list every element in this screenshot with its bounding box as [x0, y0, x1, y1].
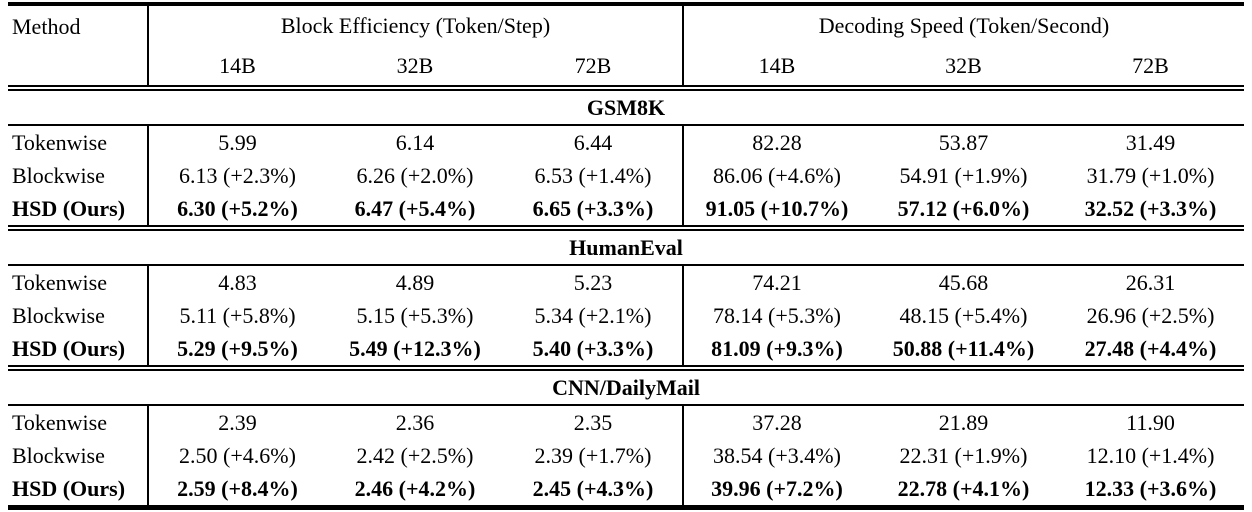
value-cell: 37.28	[682, 405, 870, 439]
value-cell: 6.14	[395, 129, 435, 155]
method-cell: Tokenwise	[12, 409, 107, 435]
value-cell: 2.36	[395, 409, 435, 435]
method-cell: HSD (Ours)	[12, 475, 126, 501]
value-cell: 38.54 (+3.4%)	[682, 439, 870, 472]
value-cell: 26.31	[1125, 269, 1176, 295]
value-cell: 78.14 (+5.3%)	[682, 299, 870, 332]
table-row: Tokenwise 2.39 2.36 2.35 37.28 21.89 11.…	[8, 405, 1244, 439]
section-title-row-gsm8k: GSM8K	[8, 85, 1245, 126]
value-cell: 6.30 (+5.2%)	[147, 192, 326, 228]
table-row: Blockwise 6.13 (+2.3%) 6.26 (+2.0%) 6.53…	[8, 159, 1244, 192]
value-cell: 57.12 (+6.0%)	[897, 195, 1030, 221]
method-cell: Blockwise	[12, 162, 105, 188]
value-cell: 6.65 (+3.3%)	[532, 195, 654, 221]
header-subcol-ds-72b: 72B	[1132, 52, 1169, 78]
value-cell: 86.06 (+4.6%)	[682, 159, 870, 192]
header-subcol-be-14b: 14B	[147, 46, 326, 88]
value-cell: 5.34 (+2.1%)	[534, 302, 652, 328]
header-row-model-sizes: 14B 32B 72B 14B 32B 72B	[8, 46, 1244, 88]
section-title: CNN/DailyMail	[8, 365, 1245, 406]
header-subcol-ds-14b: 14B	[682, 46, 870, 88]
value-cell: 27.48 (+4.4%)	[1084, 335, 1217, 361]
value-cell: 6.47 (+5.4%)	[354, 195, 476, 221]
table-row: Blockwise 2.50 (+4.6%) 2.42 (+2.5%) 2.39…	[8, 439, 1244, 472]
value-cell: 32.52 (+3.3%)	[1084, 195, 1217, 221]
value-cell: 2.39	[147, 405, 326, 439]
value-cell: 91.05 (+10.7%)	[682, 192, 870, 228]
value-cell: 2.39 (+1.7%)	[534, 442, 652, 468]
value-cell: 5.49 (+12.3%)	[349, 335, 481, 361]
value-cell: 2.46 (+4.2%)	[354, 475, 476, 501]
value-cell: 5.23	[573, 269, 613, 295]
value-cell: 6.53 (+1.4%)	[534, 162, 652, 188]
method-cell: HSD (Ours)	[12, 195, 126, 221]
value-cell: 2.59 (+8.4%)	[147, 472, 326, 508]
value-cell: 2.50 (+4.6%)	[147, 439, 326, 472]
value-cell: 45.68	[938, 269, 989, 295]
value-cell: 74.21	[682, 265, 870, 299]
value-cell: 48.15 (+5.4%)	[899, 302, 1028, 328]
value-cell: 4.89	[395, 269, 435, 295]
method-cell: Tokenwise	[12, 269, 107, 295]
table-row: Blockwise 5.11 (+5.8%) 5.15 (+5.3%) 5.34…	[8, 299, 1244, 332]
table-row: Tokenwise 4.83 4.89 5.23 74.21 45.68 26.…	[8, 265, 1244, 299]
value-cell: 6.44	[573, 129, 613, 155]
section-title-row-humaneval: HumanEval	[8, 225, 1245, 266]
value-cell: 2.35	[573, 409, 613, 435]
value-cell: 81.09 (+9.3%)	[682, 332, 870, 368]
value-cell: 5.40 (+3.3%)	[532, 335, 654, 361]
value-cell: 5.29 (+9.5%)	[147, 332, 326, 368]
value-cell: 22.31 (+1.9%)	[899, 442, 1028, 468]
value-cell: 5.11 (+5.8%)	[147, 299, 326, 332]
header-row-groups: Method Block Efficiency (Token/Step) Dec…	[8, 4, 1245, 46]
value-cell: 12.33 (+3.6%)	[1084, 475, 1217, 501]
value-cell: 53.87	[938, 129, 989, 155]
method-cell: Blockwise	[12, 442, 105, 468]
table-row-ours: HSD (Ours) 5.29 (+9.5%) 5.49 (+12.3%) 5.…	[8, 332, 1244, 368]
value-cell: 11.90	[1126, 409, 1175, 435]
value-cell: 2.45 (+4.3%)	[532, 475, 654, 501]
value-cell: 2.42 (+2.5%)	[356, 442, 474, 468]
table-row-ours: HSD (Ours) 2.59 (+8.4%) 2.46 (+4.2%) 2.4…	[8, 472, 1244, 508]
value-cell: 6.13 (+2.3%)	[147, 159, 326, 192]
header-subcol-be-72b: 72B	[574, 52, 612, 78]
value-cell: 31.79 (+1.0%)	[1086, 162, 1215, 188]
value-cell: 5.99	[147, 125, 326, 159]
table-row: Tokenwise 5.99 6.14 6.44 82.28 53.87 31.…	[8, 125, 1244, 159]
value-cell: 4.83	[147, 265, 326, 299]
value-cell: 22.78 (+4.1%)	[897, 475, 1030, 501]
results-table: Method Block Efficiency (Token/Step) Dec…	[8, 2, 1245, 510]
section-title: HumanEval	[8, 225, 1245, 266]
value-cell: 31.49	[1125, 129, 1176, 155]
header-group-block-efficiency: Block Efficiency (Token/Step)	[147, 4, 683, 46]
method-cell: Blockwise	[12, 302, 105, 328]
header-method: Method	[12, 14, 81, 39]
value-cell: 6.26 (+2.0%)	[356, 162, 474, 188]
value-cell: 39.96 (+7.2%)	[682, 472, 870, 508]
value-cell: 26.96 (+2.5%)	[1086, 302, 1215, 328]
section-title: GSM8K	[8, 85, 1245, 126]
header-subcol-be-32b: 32B	[396, 52, 434, 78]
value-cell: 50.88 (+11.4%)	[892, 335, 1035, 361]
header-subcol-ds-32b: 32B	[945, 52, 982, 78]
value-cell: 5.15 (+5.3%)	[356, 302, 474, 328]
section-title-row-cnn-dailymail: CNN/DailyMail	[8, 365, 1245, 406]
value-cell: 82.28	[682, 125, 870, 159]
value-cell: 12.10 (+1.4%)	[1086, 442, 1215, 468]
value-cell: 21.89	[938, 409, 989, 435]
method-cell: HSD (Ours)	[12, 335, 126, 361]
value-cell: 54.91 (+1.9%)	[899, 162, 1028, 188]
table-row-ours: HSD (Ours) 6.30 (+5.2%) 6.47 (+5.4%) 6.6…	[8, 192, 1244, 228]
header-group-decoding-speed: Decoding Speed (Token/Second)	[681, 4, 1245, 46]
method-cell: Tokenwise	[12, 129, 107, 155]
